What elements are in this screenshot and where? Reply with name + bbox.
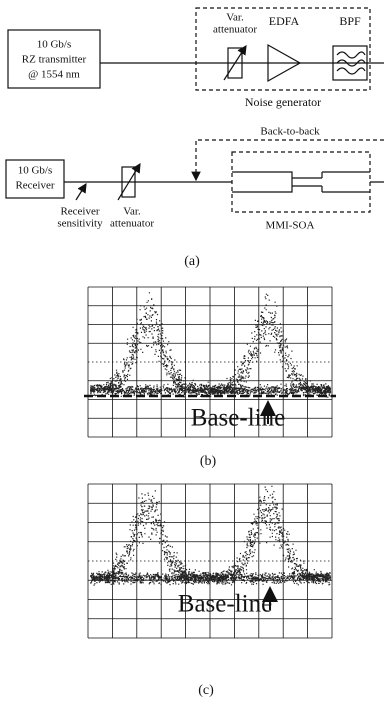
back-to-back-path: [196, 140, 384, 180]
base-line-label: Base-line: [191, 405, 285, 432]
sensitivity-arrow: [76, 184, 86, 200]
receiver-label: 10 Gb/s: [18, 165, 53, 177]
base-line-label: Base-line: [178, 591, 272, 618]
receiver-label: Receiver: [15, 180, 54, 192]
mmi-soa-box: [232, 152, 370, 212]
mmi-soa-label: MMI-SOA: [266, 220, 315, 232]
caption: (b): [200, 454, 217, 469]
caption: (a): [184, 254, 200, 269]
back-to-back-label: Back-to-back: [260, 126, 320, 138]
attenuator-label: attenuator: [213, 24, 257, 36]
attenuator-label: Var.: [123, 206, 141, 218]
attenuator-label: attenuator: [110, 218, 154, 230]
bpf-label: BPF: [339, 14, 361, 28]
mmi-soa: [232, 172, 384, 192]
sensitivity-label: Receiver: [60, 206, 99, 218]
sensitivity-label: sensitivity: [57, 218, 103, 230]
edfa-label: EDFA: [269, 14, 300, 28]
eye-trace: [90, 292, 331, 398]
transmitter-label: 10 Gb/s: [37, 39, 72, 51]
figure: 10 Gb/s RZ transmitter @ 1554 nm Var. at…: [0, 0, 384, 717]
transmitter-label: @ 1554 nm: [28, 69, 80, 81]
noise-generator-label: Noise generator: [245, 95, 321, 109]
transmitter-label: RZ transmitter: [22, 54, 87, 66]
attenuator-label: Var.: [226, 12, 244, 24]
caption: (c): [198, 683, 214, 698]
eye-trace: [90, 486, 331, 586]
